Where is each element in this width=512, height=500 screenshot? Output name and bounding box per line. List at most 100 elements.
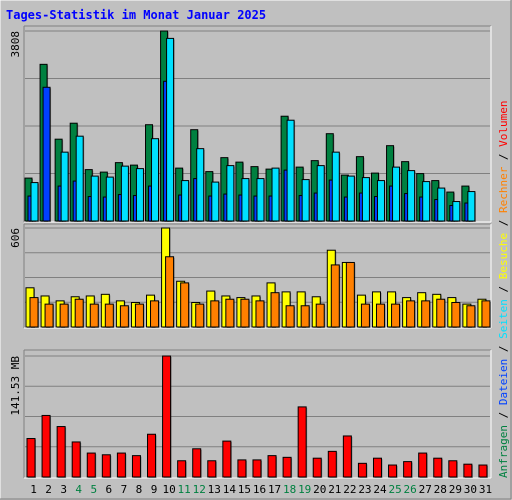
bar-volumen-day-16 xyxy=(252,459,262,478)
bar-volumen-day-30 xyxy=(463,463,473,478)
bar-rechner-day-6 xyxy=(104,303,114,328)
bar-seiten-day-24 xyxy=(376,180,385,222)
bar-rechner-day-23 xyxy=(360,303,370,328)
bar-rechner-day-25 xyxy=(391,303,401,328)
bar-seiten-day-12 xyxy=(196,148,205,222)
bar-volumen-day-1 xyxy=(26,438,36,478)
x-label-day-7: 7 xyxy=(121,483,128,496)
chart-title: Tages-Statistik im Monat Januar 2025 xyxy=(6,8,266,22)
bar-volumen-day-31 xyxy=(478,464,488,478)
bar-volumen-day-28 xyxy=(433,457,443,478)
bar-rechner-day-28 xyxy=(436,298,446,328)
x-label-day-15: 15 xyxy=(238,483,251,496)
bar-volumen-day-10 xyxy=(162,355,172,478)
bar-dateien-day-2 xyxy=(42,86,51,222)
x-label-day-10: 10 xyxy=(162,483,175,496)
x-label-day-8: 8 xyxy=(136,483,143,496)
x-label-day-22: 22 xyxy=(343,483,356,496)
x-label-day-24: 24 xyxy=(373,483,387,496)
bar-rechner-day-20 xyxy=(315,303,325,328)
bar-rechner-day-29 xyxy=(451,301,461,328)
bar-volumen-day-27 xyxy=(418,452,428,478)
bar-volumen-day-21 xyxy=(327,450,337,478)
bar-volumen-day-8 xyxy=(131,455,141,478)
bar-seiten-day-28 xyxy=(437,187,446,222)
panel-visits: 606 xyxy=(9,223,492,329)
bar-volumen-day-14 xyxy=(222,440,232,478)
bar-seiten-day-16 xyxy=(256,178,265,222)
bar-rechner-day-22 xyxy=(345,261,355,328)
bar-seiten-day-6 xyxy=(105,176,114,222)
bar-seiten-day-22 xyxy=(346,175,355,222)
legend-item-seiten: Seiten xyxy=(497,299,510,339)
x-label-day-13: 13 xyxy=(208,483,221,496)
bar-seiten-day-3 xyxy=(60,151,69,222)
panel-hits: 3808 xyxy=(9,25,492,223)
legend-item-anfragen: Anfragen xyxy=(497,425,510,478)
legend-item-separator: / xyxy=(497,213,510,233)
x-label-day-3: 3 xyxy=(60,483,67,496)
bar-rechner-day-7 xyxy=(119,305,129,328)
bar-volumen-day-26 xyxy=(403,461,413,478)
x-label-day-29: 29 xyxy=(449,483,462,496)
bar-rechner-day-17 xyxy=(270,292,280,328)
bar-volumen-day-9 xyxy=(147,433,157,478)
bar-seiten-day-18 xyxy=(286,119,295,222)
bar-volumen-day-19 xyxy=(297,406,307,478)
bar-rechner-day-16 xyxy=(255,300,265,328)
bar-rechner-day-21 xyxy=(330,264,340,328)
bar-rechner-day-24 xyxy=(375,303,385,328)
bar-volumen-day-7 xyxy=(116,452,126,478)
x-label-day-5: 5 xyxy=(90,483,97,496)
x-label-day-28: 28 xyxy=(434,483,447,496)
bar-volumen-day-13 xyxy=(207,460,217,478)
bar-seiten-day-17 xyxy=(271,167,280,222)
bar-seiten-day-8 xyxy=(135,168,144,222)
x-label-day-18: 18 xyxy=(283,483,296,496)
bar-rechner-day-18 xyxy=(285,305,295,328)
bar-rechner-day-11 xyxy=(180,282,190,328)
bar-volumen-day-3 xyxy=(56,426,66,478)
bar-volumen-day-17 xyxy=(267,455,277,478)
x-label-day-27: 27 xyxy=(419,483,432,496)
bar-rechner-day-27 xyxy=(421,300,431,328)
panel-hits-ymax-label: 3808 xyxy=(9,31,22,58)
x-label-day-2: 2 xyxy=(45,483,52,496)
bar-rechner-day-8 xyxy=(134,303,144,328)
legend-item-separator: / xyxy=(497,339,510,359)
legend-item-dateien: Dateien xyxy=(497,359,510,405)
bar-rechner-day-2 xyxy=(44,303,54,328)
legend-item-separator: / xyxy=(497,279,510,299)
bar-rechner-day-13 xyxy=(210,300,220,328)
bar-volumen-day-2 xyxy=(41,414,51,478)
bar-volumen-day-25 xyxy=(388,464,398,478)
bar-seiten-day-5 xyxy=(90,175,99,222)
x-label-day-26: 26 xyxy=(404,483,417,496)
x-label-day-21: 21 xyxy=(328,483,341,496)
legend-item-rechner: Rechner xyxy=(497,166,510,213)
x-label-day-12: 12 xyxy=(193,483,206,496)
x-label-day-4: 4 xyxy=(75,483,82,496)
bar-seiten-day-27 xyxy=(422,181,431,222)
bar-rechner-day-10 xyxy=(165,256,175,328)
bar-volumen-day-23 xyxy=(357,462,367,478)
bar-volumen-day-22 xyxy=(342,435,352,478)
panel-volume-ymax-label: 141.53 MB xyxy=(9,356,22,416)
chart-legend: Anfragen / Dateien / Seiten / Besuche / … xyxy=(497,100,510,478)
bar-seiten-day-23 xyxy=(361,177,370,222)
bar-seiten-day-29 xyxy=(452,201,461,222)
bar-rechner-day-1 xyxy=(29,297,39,328)
bar-rechner-day-31 xyxy=(481,300,491,328)
x-label-day-6: 6 xyxy=(106,483,113,496)
bar-seiten-day-15 xyxy=(241,178,250,222)
x-label-day-20: 20 xyxy=(313,483,326,496)
bar-rechner-day-19 xyxy=(300,305,310,328)
bar-seiten-day-20 xyxy=(316,165,325,222)
bar-rechner-day-14 xyxy=(225,298,235,328)
bar-seiten-day-9 xyxy=(151,138,160,222)
bar-seiten-day-19 xyxy=(301,179,310,222)
x-axis-day-labels: 1 2 3 4 5 6 7 8 9 10 11 12 13 14 15 16 17 18 19 20 21 22 23 24 2… xyxy=(30,483,492,496)
x-label-day-16: 16 xyxy=(253,483,266,496)
x-label-day-14: 14 xyxy=(223,483,237,496)
